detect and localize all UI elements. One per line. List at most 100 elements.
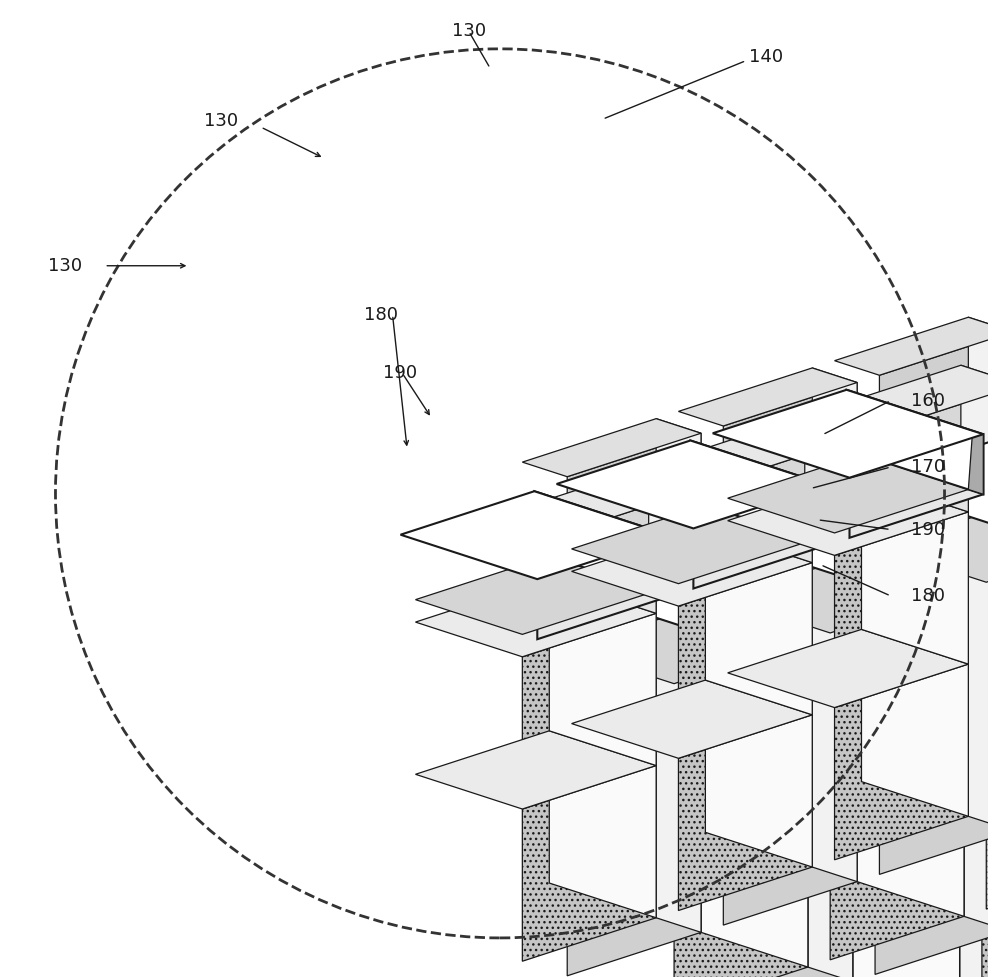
Polygon shape	[961, 365, 1000, 506]
Polygon shape	[401, 491, 671, 579]
Polygon shape	[557, 441, 827, 529]
Polygon shape	[883, 485, 1000, 650]
Polygon shape	[960, 517, 1000, 977]
Polygon shape	[847, 390, 983, 494]
Polygon shape	[515, 467, 709, 530]
Polygon shape	[998, 439, 1000, 504]
Polygon shape	[827, 365, 1000, 428]
Polygon shape	[534, 491, 671, 596]
Polygon shape	[674, 815, 808, 977]
Polygon shape	[705, 680, 812, 867]
Polygon shape	[838, 590, 975, 695]
Polygon shape	[861, 629, 968, 817]
Polygon shape	[701, 780, 808, 967]
Polygon shape	[674, 468, 853, 526]
Polygon shape	[871, 531, 1000, 977]
Polygon shape	[853, 677, 960, 864]
Polygon shape	[986, 561, 1000, 757]
Polygon shape	[879, 679, 1000, 757]
Polygon shape	[415, 578, 656, 657]
Polygon shape	[994, 539, 1000, 644]
Polygon shape	[671, 416, 865, 479]
Polygon shape	[575, 487, 709, 652]
Polygon shape	[549, 578, 656, 766]
Polygon shape	[994, 539, 1000, 604]
Polygon shape	[879, 527, 1000, 605]
Polygon shape	[879, 504, 1000, 582]
Polygon shape	[723, 577, 964, 656]
Polygon shape	[857, 555, 964, 612]
Polygon shape	[998, 439, 1000, 543]
Polygon shape	[982, 467, 1000, 525]
Polygon shape	[726, 535, 860, 701]
Polygon shape	[808, 468, 853, 977]
Polygon shape	[978, 761, 1000, 956]
Polygon shape	[978, 567, 1000, 624]
Polygon shape	[808, 581, 823, 645]
Polygon shape	[875, 604, 1000, 682]
Polygon shape	[719, 677, 960, 755]
Polygon shape	[678, 368, 857, 426]
Polygon shape	[835, 512, 968, 707]
Polygon shape	[522, 614, 656, 809]
Polygon shape	[842, 489, 979, 594]
Polygon shape	[728, 454, 968, 532]
Polygon shape	[968, 318, 1000, 830]
Polygon shape	[861, 454, 968, 512]
Polygon shape	[674, 662, 808, 859]
Polygon shape	[960, 631, 975, 695]
Polygon shape	[678, 715, 812, 911]
Polygon shape	[805, 416, 865, 557]
Polygon shape	[552, 540, 823, 628]
Polygon shape	[686, 540, 701, 606]
Polygon shape	[875, 432, 1000, 974]
Polygon shape	[708, 489, 979, 577]
Polygon shape	[572, 528, 812, 606]
Polygon shape	[667, 516, 860, 579]
Polygon shape	[567, 628, 808, 706]
Polygon shape	[982, 814, 1000, 977]
Polygon shape	[875, 626, 1000, 704]
Text: 130: 130	[452, 22, 486, 40]
Polygon shape	[860, 539, 1000, 627]
Polygon shape	[830, 764, 964, 959]
Polygon shape	[549, 556, 656, 614]
Polygon shape	[838, 590, 853, 655]
Polygon shape	[693, 485, 827, 588]
Polygon shape	[993, 684, 1000, 787]
Polygon shape	[567, 780, 808, 859]
Polygon shape	[956, 465, 1000, 607]
Polygon shape	[674, 640, 808, 706]
Polygon shape	[974, 515, 1000, 577]
Polygon shape	[982, 639, 1000, 704]
Text: 190: 190	[911, 521, 945, 538]
Polygon shape	[812, 482, 827, 545]
Polygon shape	[567, 606, 808, 684]
Polygon shape	[871, 727, 1000, 805]
Polygon shape	[978, 739, 1000, 805]
Polygon shape	[856, 639, 1000, 727]
Text: 140: 140	[749, 48, 783, 65]
Polygon shape	[979, 414, 1000, 478]
Text: 170: 170	[911, 458, 945, 476]
Polygon shape	[982, 661, 1000, 857]
Polygon shape	[728, 477, 968, 555]
Polygon shape	[572, 505, 812, 583]
Polygon shape	[719, 655, 960, 733]
Polygon shape	[678, 563, 812, 758]
Polygon shape	[830, 589, 964, 656]
Polygon shape	[534, 491, 549, 556]
Polygon shape	[656, 532, 671, 596]
Polygon shape	[826, 517, 1000, 575]
Polygon shape	[690, 441, 705, 505]
Polygon shape	[842, 489, 857, 555]
Polygon shape	[705, 528, 812, 715]
Polygon shape	[522, 419, 701, 477]
Polygon shape	[701, 606, 808, 662]
Polygon shape	[875, 779, 1000, 857]
Polygon shape	[415, 731, 656, 809]
Polygon shape	[723, 555, 964, 633]
Polygon shape	[990, 639, 1000, 743]
Polygon shape	[845, 534, 979, 638]
Polygon shape	[853, 655, 960, 712]
